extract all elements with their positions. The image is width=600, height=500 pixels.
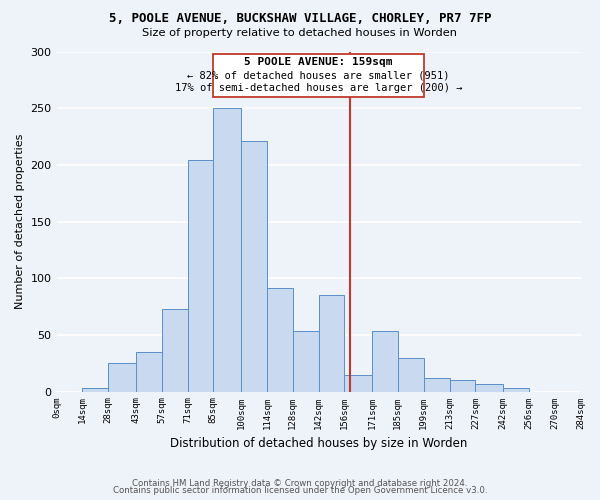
Bar — [344, 374, 372, 392]
Bar — [214, 108, 241, 392]
Bar — [188, 160, 214, 392]
X-axis label: Distribution of detached houses by size in Worden: Distribution of detached houses by size … — [170, 437, 467, 450]
Text: ← 82% of detached houses are smaller (951): ← 82% of detached houses are smaller (95… — [187, 71, 450, 81]
Bar — [214, 54, 424, 97]
Bar — [293, 332, 319, 392]
Bar — [241, 141, 267, 392]
Bar — [449, 380, 475, 392]
Bar — [503, 388, 529, 392]
Bar — [475, 384, 503, 392]
Text: 5, POOLE AVENUE, BUCKSHAW VILLAGE, CHORLEY, PR7 7FP: 5, POOLE AVENUE, BUCKSHAW VILLAGE, CHORL… — [109, 12, 491, 26]
Bar — [372, 332, 398, 392]
Bar — [267, 288, 293, 392]
Bar — [162, 309, 188, 392]
Bar — [319, 295, 344, 392]
Text: 17% of semi-detached houses are larger (200) →: 17% of semi-detached houses are larger (… — [175, 83, 462, 93]
Text: Contains public sector information licensed under the Open Government Licence v3: Contains public sector information licen… — [113, 486, 487, 495]
Bar — [424, 378, 449, 392]
Text: Size of property relative to detached houses in Worden: Size of property relative to detached ho… — [143, 28, 458, 38]
Y-axis label: Number of detached properties: Number of detached properties — [15, 134, 25, 309]
Bar — [136, 352, 162, 392]
Bar — [108, 363, 136, 392]
Bar — [82, 388, 108, 392]
Text: Contains HM Land Registry data © Crown copyright and database right 2024.: Contains HM Land Registry data © Crown c… — [132, 478, 468, 488]
Bar — [398, 358, 424, 392]
Text: 5 POOLE AVENUE: 159sqm: 5 POOLE AVENUE: 159sqm — [244, 57, 393, 67]
